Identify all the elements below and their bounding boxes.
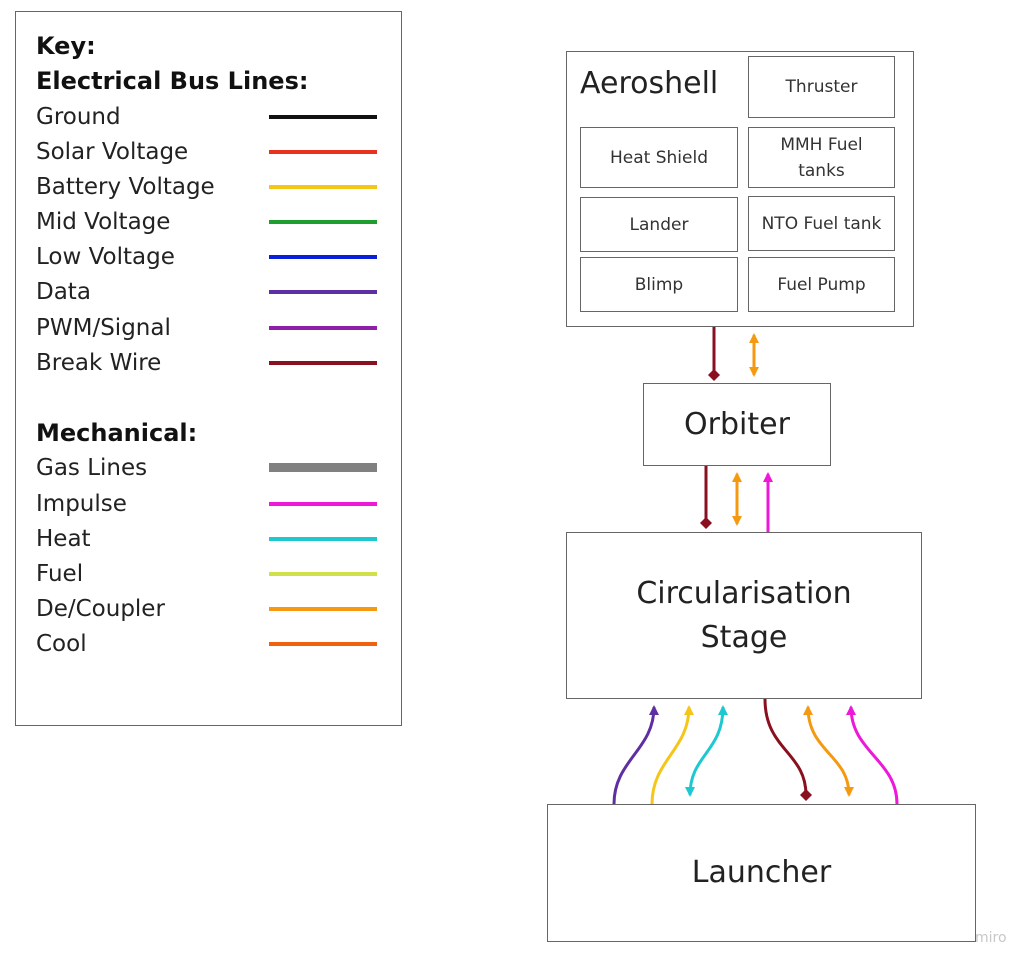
legend-label: Cool (36, 631, 87, 657)
legend-item-low-voltage: Low Voltage (36, 242, 381, 272)
legend-label: Data (36, 279, 91, 305)
blimp-node[interactable]: Blimp (580, 257, 738, 312)
thruster-node[interactable]: Thruster (748, 56, 895, 118)
legend-item-impulse: Impulse (36, 489, 381, 519)
heat-shield-node[interactable]: Heat Shield (580, 127, 738, 188)
blimp-label: Blimp (634, 274, 684, 295)
launcher-node[interactable]: Launcher (547, 804, 976, 942)
legend-label: Low Voltage (36, 244, 175, 270)
decoupler-circularisation-launcher (803, 705, 854, 797)
impulse-launcher-circularisation (846, 705, 899, 805)
legend-item-solar-voltage: Solar Voltage (36, 137, 381, 167)
orbiter-label: Orbiter (684, 406, 790, 442)
legend-label: De/Coupler (36, 596, 165, 622)
legend-key-title: Key: (36, 32, 96, 60)
break-wire-circularisation-launcher (763, 698, 812, 801)
legend-label: Fuel (36, 561, 84, 587)
legend-item-fuel: Fuel (36, 559, 381, 589)
legend-mechanical-title: Mechanical: (36, 419, 198, 447)
thruster-label: Thruster (785, 77, 858, 97)
legend-swatch (269, 642, 377, 646)
legend-swatch (269, 150, 377, 154)
data-launcher-circularisation (612, 705, 659, 805)
legend-item-de-coupler: De/Coupler (36, 594, 381, 624)
legend-item-data: Data (36, 277, 381, 307)
legend-item-heat: Heat (36, 524, 381, 554)
nto-fuel-tank-label: NTO Fuel tank (761, 213, 882, 234)
legend-label: PWM/Signal (36, 315, 171, 341)
fuel-pump-label: Fuel Pump (777, 274, 866, 295)
legend-item-mid-voltage: Mid Voltage (36, 207, 381, 237)
lander-label: Lander (629, 214, 689, 235)
legend-swatch (269, 463, 377, 472)
legend-swatch (269, 326, 377, 330)
legend-label: Ground (36, 104, 121, 130)
legend-item-break-wire: Break Wire (36, 348, 381, 378)
legend-panel: Key: Electrical Bus Lines: Ground Solar … (15, 11, 402, 726)
fuel-pump-node[interactable]: Fuel Pump (748, 257, 895, 312)
miro-watermark: miro (975, 930, 1007, 946)
legend-label: Mid Voltage (36, 209, 171, 235)
mmh-fuel-tanks-label: MMH Fuel tanks (780, 134, 863, 181)
legend-item-pwm-signal: PWM/Signal (36, 313, 381, 343)
legend-electrical-title: Electrical Bus Lines: (36, 67, 309, 95)
legend-swatch (269, 537, 377, 541)
nto-fuel-tank-node[interactable]: NTO Fuel tank (748, 196, 895, 251)
legend-swatch (269, 290, 377, 294)
heat-launcher-circularisation (685, 705, 728, 797)
legend-label: Impulse (36, 491, 127, 517)
aeroshell-title: Aeroshell (580, 66, 719, 101)
legend-label: Break Wire (36, 350, 162, 376)
launcher-label: Launcher (691, 855, 832, 890)
mmh-fuel-tanks-node[interactable]: MMH Fuel tanks (748, 127, 895, 188)
legend-swatch (269, 185, 377, 189)
legend-item-battery-voltage: Battery Voltage (36, 172, 381, 202)
legend-label: Gas Lines (36, 455, 148, 481)
orbiter-node[interactable]: Orbiter (643, 383, 831, 466)
legend-label: Solar Voltage (36, 139, 189, 165)
legend-item-ground: Ground (36, 102, 381, 132)
legend-item-gas-lines: Gas Lines (36, 453, 381, 483)
legend-label: Heat (36, 526, 91, 552)
legend-label: Battery Voltage (36, 174, 215, 200)
legend-swatch (269, 502, 377, 506)
legend-swatch (269, 255, 377, 259)
lander-node[interactable]: Lander (580, 197, 738, 252)
legend-swatch (269, 607, 377, 611)
heat-shield-label: Heat Shield (610, 147, 708, 168)
circularisation-stage-label-line2: Stage (700, 619, 788, 655)
battery-voltage-launcher-circularisation (650, 705, 694, 805)
legend-swatch (269, 361, 377, 365)
legend-swatch (269, 572, 377, 576)
legend-item-cool: Cool (36, 629, 381, 659)
legend-swatch (269, 220, 377, 224)
legend-swatch (269, 115, 377, 119)
circularisation-stage-label-line1: Circularisation (636, 575, 852, 611)
circularisation-stage-node[interactable]: Circularisation Stage (566, 532, 922, 699)
